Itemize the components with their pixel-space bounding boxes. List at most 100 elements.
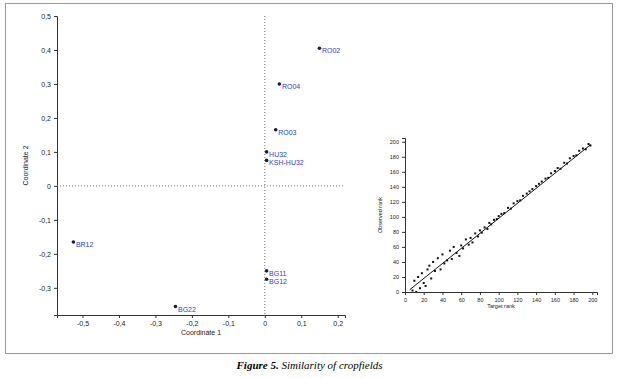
x-tick: -0,2	[186, 315, 198, 327]
shepard-plot: 0204060801001201401601802000204060801001…	[377, 139, 598, 309]
rank-point	[526, 193, 528, 195]
rank-point	[578, 150, 580, 152]
x-axis-title: Target rank	[487, 303, 515, 309]
x-tick: 160	[551, 292, 560, 303]
y-tick: 100	[390, 214, 405, 220]
x-tick-mark	[499, 292, 500, 295]
y-tick: 60	[393, 244, 405, 250]
x-tick: 200	[588, 292, 597, 303]
y-tick-mark	[402, 172, 405, 173]
rank-point	[522, 195, 524, 197]
point-label: RO02	[322, 47, 340, 54]
y-tick-label: -0,1	[39, 217, 51, 224]
x-tick-mark	[442, 292, 443, 295]
rank-point	[451, 258, 453, 260]
inset-marks	[410, 143, 592, 292]
y-tick-label: -0,2	[39, 251, 51, 258]
y-tick: -0,2	[39, 251, 57, 258]
y-tick-mark	[402, 232, 405, 233]
rank-point	[531, 188, 533, 190]
y-tick-label: 0	[47, 183, 51, 190]
y-tick-mark	[402, 247, 405, 248]
rank-point	[474, 232, 476, 234]
y-tick-mark	[402, 277, 405, 278]
point-label: KSH-HU32	[269, 159, 304, 166]
x-tick-mark	[424, 292, 425, 295]
point	[265, 269, 269, 273]
rank-point	[432, 261, 434, 263]
point-label: RO03	[278, 129, 296, 136]
y-axis-title: Observed rank	[377, 197, 383, 233]
rank-point	[460, 244, 462, 246]
point	[174, 305, 178, 309]
rank-point	[419, 287, 421, 289]
x-tick-mark	[461, 292, 462, 295]
x-tick-mark	[338, 315, 339, 318]
x-tick: 180	[569, 292, 578, 303]
point-label: BG11	[269, 270, 286, 277]
rank-point	[554, 170, 556, 172]
rank-point	[465, 238, 467, 240]
y-tick-label: 0,4	[41, 47, 51, 54]
y-tick: 0	[47, 183, 57, 190]
x-tick: 40	[440, 292, 446, 303]
caption-label: Figure 5.	[236, 359, 279, 371]
x-tick-mark	[536, 292, 537, 295]
y-tick-mark	[402, 202, 405, 203]
x-tick: 20	[421, 292, 427, 303]
zero-line	[57, 185, 345, 186]
rank-point	[541, 181, 543, 183]
point-label: RO04	[282, 83, 300, 90]
y-tick-mark	[54, 288, 57, 289]
y-tick-mark	[402, 157, 405, 158]
rank-point	[582, 148, 584, 150]
y-tick: 0,3	[41, 81, 57, 88]
figure: -0,5-0,4-0,3-0,2-0,100,10,2-0,3-0,2-0,10…	[0, 0, 619, 378]
rank-point	[544, 178, 546, 180]
x-tick-label: -0,5	[77, 320, 89, 327]
y-tick-label: 80	[393, 229, 399, 235]
rank-point	[470, 237, 472, 239]
y-tick-label: 160	[390, 169, 399, 175]
x-tick-label: -0,2	[186, 320, 198, 327]
rank-point	[449, 250, 451, 252]
y-tick: 200	[390, 139, 405, 145]
y-tick-mark	[402, 262, 405, 263]
x-tick-label: 0	[263, 320, 267, 327]
x-tick: 0,1	[297, 315, 307, 327]
figure-frame	[6, 4, 613, 354]
y-tick-mark	[54, 118, 57, 119]
y-tick-mark	[54, 186, 57, 187]
y-tick: 120	[390, 199, 405, 205]
point-label: BG22	[178, 306, 196, 313]
x-tick: 0	[404, 292, 407, 303]
y-tick: -0,3	[39, 285, 57, 292]
y-tick: 20	[393, 274, 405, 280]
rank-point	[425, 285, 427, 287]
rank-point	[529, 190, 531, 192]
x-tick-label: 20	[421, 297, 427, 303]
rank-point	[538, 183, 540, 185]
rank-point	[516, 200, 518, 202]
y-tick: 160	[390, 169, 405, 175]
x-tick: 120	[513, 292, 522, 303]
x-tick: 140	[532, 292, 541, 303]
x-tick-label: 200	[588, 297, 597, 303]
x-tick-mark	[155, 315, 156, 318]
y-axis-line	[402, 139, 406, 293]
y-tick-label: 120	[390, 199, 399, 205]
y-tick-mark	[54, 84, 57, 85]
x-tick: -0,5	[77, 315, 89, 327]
x-tick-mark	[517, 292, 518, 295]
x-tick-mark	[119, 315, 120, 318]
rank-point	[413, 280, 415, 282]
rank-point	[441, 253, 443, 255]
y-tick-mark	[402, 142, 405, 143]
caption-text: Similarity of cropfields	[281, 359, 382, 371]
rank-point	[535, 185, 537, 187]
y-tick-mark	[54, 50, 57, 51]
x-axis-line	[58, 316, 346, 319]
rank-point	[415, 291, 417, 292]
x-tick-mark	[192, 315, 193, 318]
y-tick-label: 180	[390, 154, 399, 160]
